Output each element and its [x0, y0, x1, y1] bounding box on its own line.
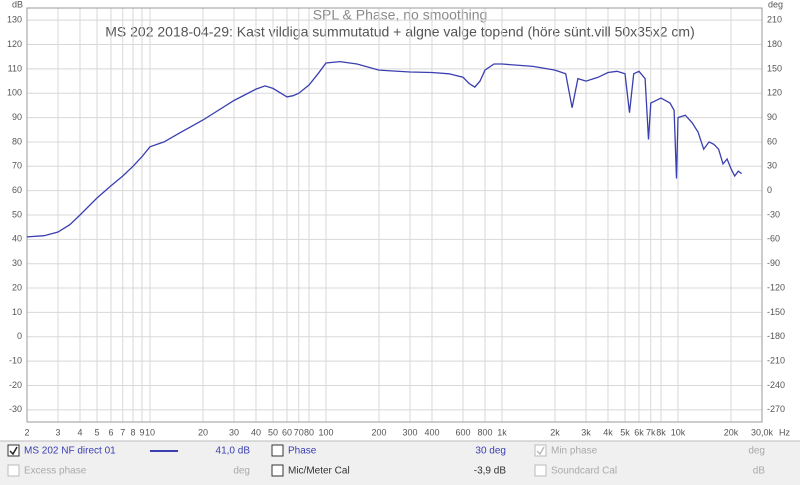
panel-label: Soundcard Cal: [551, 466, 617, 477]
x-tick-label: 6: [108, 427, 113, 437]
y2-tick-label: -60: [767, 234, 780, 244]
x-tick-label: 60: [282, 427, 292, 437]
x-tick-label: 70: [294, 427, 304, 437]
x-tick-label: 4k: [603, 427, 613, 437]
x-tick-label: 400: [424, 427, 439, 437]
x-tick-label: 300: [402, 427, 417, 437]
x-tick-label: 30: [229, 427, 239, 437]
x-tick-label: 6k: [634, 427, 644, 437]
checkbox: [534, 464, 547, 477]
x-tick-label: 4: [77, 427, 82, 437]
x-tick-label: 10: [145, 427, 155, 437]
plot-frame: [26, 7, 763, 423]
chart-subtitle: MS 202 2018-04-29: Kast vildiga summutat…: [105, 24, 695, 40]
checkbox[interactable]: [7, 444, 20, 457]
x-tick-label: 7: [120, 427, 125, 437]
x-tick-label: 100: [319, 427, 334, 437]
x-tick-label: 80: [304, 427, 314, 437]
spl-line: [26, 60, 743, 238]
y-tick-label: 10: [12, 307, 22, 317]
chart-title: SPL & Phase, no smoothing: [313, 7, 488, 23]
y-tick-label: 50: [12, 209, 22, 219]
y2-tick-label: 150: [767, 63, 782, 73]
x-tick-label: 30,0k: [751, 427, 774, 437]
control-panel: [0, 441, 800, 485]
x-tick-label: 5k: [620, 427, 630, 437]
x-tick-label: 9: [139, 427, 144, 437]
y-tick-label: 40: [12, 234, 22, 244]
x-tick-label: 1k: [497, 427, 507, 437]
y2-tick-label: -210: [767, 355, 785, 365]
x-tick-label: 2: [24, 427, 29, 437]
panel-label: Mic/Meter Cal: [288, 466, 350, 477]
y-tick-label: 20: [12, 282, 22, 292]
y-axis-label: dB: [12, 0, 23, 9]
x-tick-label: 7k: [646, 427, 656, 437]
y-tick-label: 30: [12, 258, 22, 268]
panel-label: Excess phase: [24, 466, 87, 477]
y-tick-label: 100: [7, 88, 22, 98]
panel-value: deg: [748, 446, 765, 457]
y-tick-label: 0: [17, 331, 22, 341]
panel-value: deg: [233, 466, 250, 477]
checkbox: [534, 444, 547, 457]
checkbox[interactable]: [271, 444, 284, 457]
checkbox: [7, 464, 20, 477]
x-tick-label: 10k: [671, 427, 686, 437]
y2-tick-label: -150: [767, 307, 785, 317]
panel-value: -3,9 dB: [474, 466, 507, 477]
y-tick-label: 70: [12, 161, 22, 171]
x-tick-label: 200: [371, 427, 386, 437]
panel-value: 41,0 dB: [216, 446, 251, 457]
y-tick-label: -10: [9, 355, 22, 365]
panel-label: Min phase: [551, 446, 598, 457]
checkbox[interactable]: [271, 464, 284, 477]
x-tick-label: 3k: [581, 427, 591, 437]
panel-value: dB: [753, 466, 766, 477]
y2-tick-label: 0: [767, 185, 772, 195]
x-tick-label: 3: [55, 427, 60, 437]
y-tick-label: 130: [7, 15, 22, 25]
x-tick-label: 8: [130, 427, 135, 437]
x-tick-label: 5: [95, 427, 100, 437]
y2-tick-label: -90: [767, 258, 780, 268]
y2-tick-label: 210: [767, 15, 782, 25]
x-tick-label: 50: [268, 427, 278, 437]
y-tick-label: 90: [12, 112, 22, 122]
y2-tick-label: 120: [767, 88, 782, 98]
y2-tick-label: -120: [767, 282, 785, 292]
x-tick-label: 20k: [724, 427, 739, 437]
y2-tick-label: 180: [767, 39, 782, 49]
y-tick-label: -30: [9, 404, 22, 414]
x-axis-unit: Hz: [779, 427, 790, 437]
y2-tick-label: -180: [767, 331, 785, 341]
x-tick-label: 20: [198, 427, 208, 437]
y2-tick-label: 30: [767, 161, 777, 171]
x-tick-label: 800: [477, 427, 492, 437]
y2-tick-label: 90: [767, 112, 777, 122]
check-mark: [9, 446, 18, 456]
y-tick-label: 80: [12, 136, 22, 146]
x-tick-label: 40: [251, 427, 261, 437]
y2-tick-label: -30: [767, 209, 780, 219]
y2-tick-label: -270: [767, 404, 785, 414]
y-tick-label: -20: [9, 380, 22, 390]
x-tick-label: 2k: [550, 427, 560, 437]
panel-label: Phase: [288, 446, 317, 457]
x-tick-label: 600: [455, 427, 470, 437]
y2-tick-label: -240: [767, 380, 785, 390]
panel-label: MS 202 NF direct 01: [24, 446, 116, 457]
x-tick-label: 8k: [656, 427, 666, 437]
y-tick-label: 110: [8, 63, 22, 73]
check-mark: [536, 446, 545, 456]
y-tick-label: 120: [7, 39, 22, 49]
y2-tick-label: 60: [767, 136, 777, 146]
y-tick-label: 60: [12, 185, 22, 195]
y2-axis-label: deg: [768, 0, 783, 9]
panel-value: 30 deg: [475, 446, 506, 457]
